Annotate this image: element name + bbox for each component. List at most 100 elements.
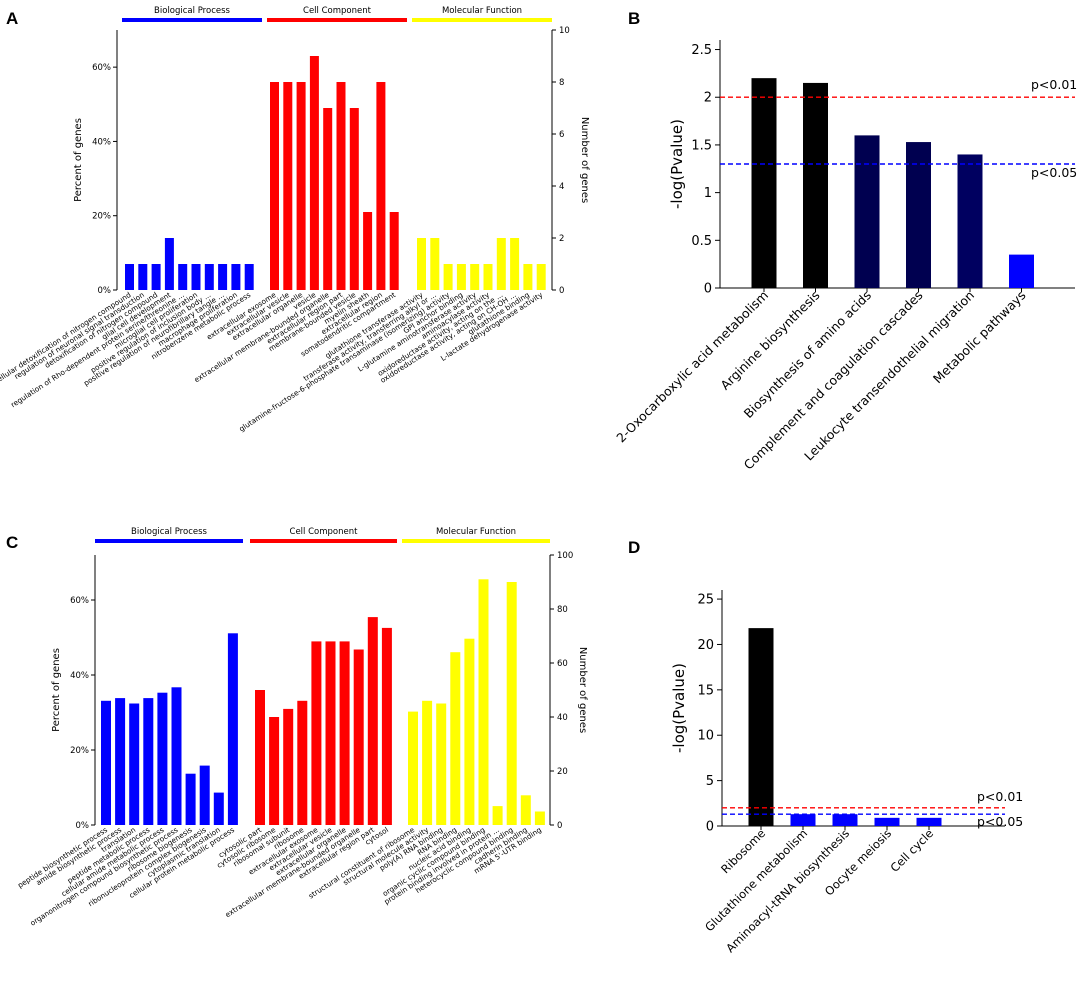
x-category-label: Arginine biosynthesis — [717, 288, 822, 393]
y-tick-label: 20% — [70, 746, 89, 756]
bar — [178, 264, 188, 290]
panel-letter-a: A — [6, 9, 18, 28]
bar — [748, 628, 774, 826]
go-chart-c: 0% 20% 40% 60% 0 20 40 60 80 100 Percent of genes N… — [16, 527, 588, 928]
panel-letter-d: D — [628, 538, 640, 557]
bar — [408, 711, 418, 825]
threshold-label: p<0.05 — [977, 814, 1023, 829]
bar — [478, 579, 489, 825]
group-header-label: Biological Process — [154, 6, 230, 16]
y-tick-label: 60% — [70, 596, 89, 606]
group-header-label: Cell Component — [290, 527, 359, 537]
bar — [523, 264, 533, 290]
bar — [450, 652, 461, 825]
go-chart-a: 0% 20% 40% 60% 0 2 4 6 8 10 Percent of genes Number… — [0, 6, 590, 433]
bar — [381, 627, 392, 825]
bar — [1009, 254, 1034, 288]
bar — [125, 264, 134, 290]
bar — [296, 82, 306, 290]
bar — [231, 264, 241, 290]
bar — [803, 82, 828, 288]
y-axis-label: Percent of genes — [73, 118, 84, 202]
bar — [199, 765, 210, 825]
bar — [751, 78, 777, 289]
bar — [443, 264, 453, 290]
bar — [101, 700, 111, 825]
bar — [832, 814, 858, 826]
group-header-label: Biological Process — [131, 527, 207, 537]
y2-tick-label: 6 — [559, 130, 564, 140]
bar — [151, 264, 161, 290]
y2-tick-label: 4 — [559, 182, 564, 192]
y2-axis-label: Number of genes — [579, 117, 590, 203]
bar — [430, 238, 440, 290]
bar — [496, 238, 506, 290]
bar — [506, 582, 517, 825]
y-tick-label: 2 — [704, 91, 712, 106]
y-axis-label: -log(Pvalue) — [670, 663, 688, 753]
bar — [874, 817, 900, 826]
y2-tick-label: 60 — [557, 659, 568, 669]
y-tick-label: 1.5 — [691, 138, 712, 153]
y2-tick-label: 20 — [557, 767, 568, 777]
x-category-label: Cell cycle — [887, 826, 936, 875]
y-tick-label: 20% — [92, 212, 111, 222]
x-category-label: Complement and coagulation cascades — [741, 288, 926, 473]
bar — [283, 82, 293, 290]
y-axis-label: -log(Pvalue) — [668, 119, 686, 209]
bar — [470, 264, 480, 290]
bar — [349, 108, 359, 290]
panel-letter-b: B — [628, 9, 640, 28]
bar — [492, 806, 503, 825]
bar — [157, 692, 168, 825]
bar — [422, 700, 433, 825]
y-tick-label: 0 — [704, 282, 712, 297]
bar — [376, 82, 386, 290]
threshold-label: p<0.01 — [1031, 77, 1077, 92]
bar — [483, 264, 493, 290]
bar — [269, 717, 280, 825]
bar — [534, 811, 545, 825]
y-tick-label: 0.5 — [691, 234, 712, 249]
group-header-label: Cell Component — [303, 6, 372, 16]
y-axis-label: Percent of genes — [51, 648, 62, 732]
group-header-label: Molecular Function — [442, 6, 522, 16]
bar — [520, 795, 531, 825]
bar — [171, 687, 182, 825]
y-tick-label: 20 — [697, 638, 714, 653]
bar — [456, 264, 466, 290]
bar — [213, 792, 224, 825]
bar — [297, 700, 308, 825]
y2-tick-label: 40 — [557, 713, 568, 723]
y-tick-label: 2.5 — [691, 43, 712, 58]
y2-axis-label: Number of genes — [577, 647, 588, 733]
bar — [311, 641, 322, 825]
bar — [138, 264, 148, 290]
bar — [309, 56, 319, 290]
bar — [143, 698, 154, 825]
bar — [510, 238, 520, 290]
y2-tick-label: 10 — [559, 26, 570, 36]
bar — [854, 135, 880, 288]
bar — [255, 690, 265, 825]
y2-tick-label: 0 — [557, 821, 562, 831]
y-tick-label: 25 — [697, 593, 714, 608]
bar — [204, 264, 214, 290]
bar — [916, 817, 942, 826]
bar — [353, 649, 364, 825]
y-tick-label: 5 — [706, 774, 714, 789]
panel-letter-c: C — [6, 533, 18, 552]
y-tick-label: 40% — [92, 137, 111, 147]
y-tick-label: 15 — [697, 683, 714, 698]
bar — [270, 82, 279, 290]
y-tick-label: 0 — [706, 820, 714, 835]
threshold-label: p<0.01 — [977, 789, 1023, 804]
y-tick-label: 40% — [70, 671, 89, 681]
bar — [164, 238, 174, 290]
y-tick-label: 1 — [704, 186, 712, 201]
kegg-chart-b: 00.511.522.5-log(Pvalue)2-Oxocarboxylic … — [613, 40, 1077, 473]
bar — [227, 633, 238, 825]
y2-tick-label: 100 — [557, 551, 573, 561]
bar — [339, 641, 350, 825]
